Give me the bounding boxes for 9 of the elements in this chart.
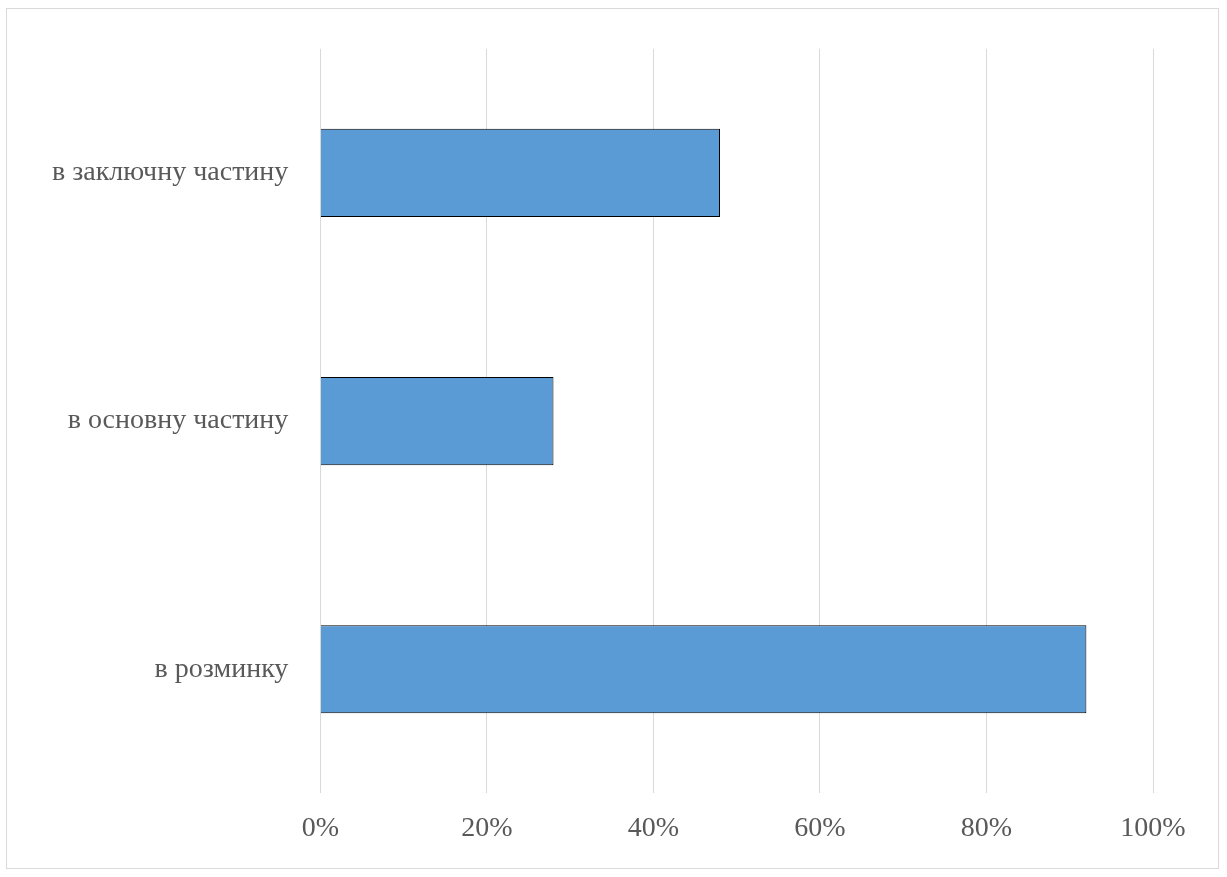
x-tick-label: 80% bbox=[960, 810, 1013, 842]
x-tick-label: 40% bbox=[627, 810, 680, 842]
y-tick-label: в розминку bbox=[154, 651, 289, 683]
x-tick-label: 0% bbox=[301, 810, 340, 842]
y-tick-label: в основну частину bbox=[67, 403, 289, 435]
x-tick-label: 60% bbox=[794, 810, 846, 842]
x-tick-label: 20% bbox=[461, 810, 513, 842]
x-tick-label: 100% bbox=[1120, 810, 1186, 842]
y-tick-label: в заключну частину bbox=[51, 155, 289, 187]
